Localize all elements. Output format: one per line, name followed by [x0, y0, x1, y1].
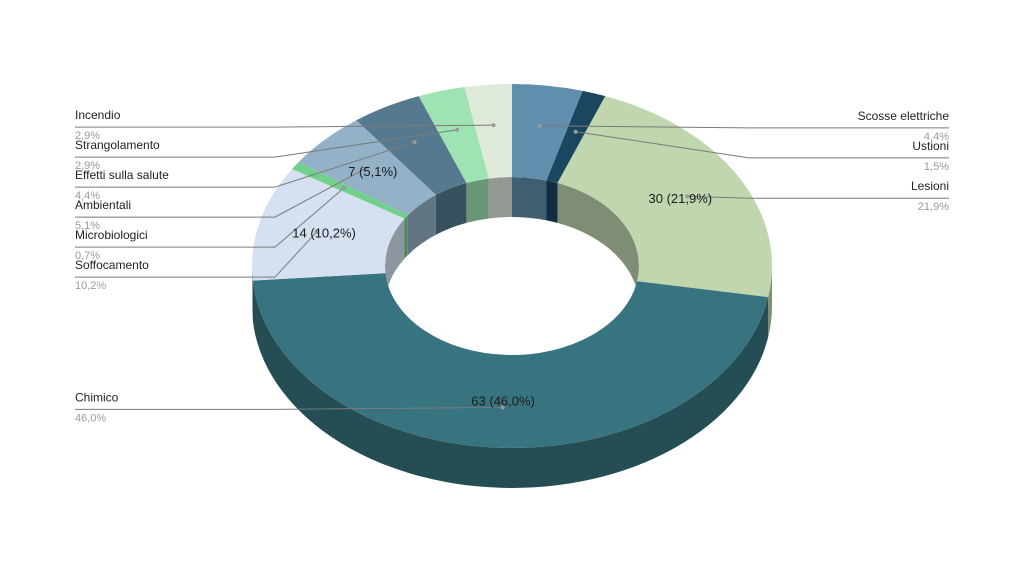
leader-line-incendio	[75, 124, 494, 128]
slice-value-label-chimico: 63 (46,0%)	[471, 393, 535, 408]
legend-label-strangolamento: Strangolamento	[75, 138, 160, 152]
leader-dot-ustioni	[573, 129, 578, 134]
inner-wall-effetti-sulla-salute	[435, 182, 467, 235]
side-wall-chimico	[252, 280, 769, 488]
slice-scosse-elettriche	[512, 84, 583, 181]
side-wall-lesioni	[768, 266, 772, 338]
leader-line-soffocamento	[75, 231, 317, 278]
legend-percent-chimico: 46,0%	[75, 412, 106, 424]
leader-dot-incendio	[491, 123, 496, 128]
slice-value-label-soffocamento: 14 (10,2%)	[292, 226, 356, 241]
side-wall-soffocamento	[252, 266, 253, 321]
legend-label-incendio: Incendio	[75, 108, 121, 122]
leader-dot-microbiologici	[342, 185, 346, 190]
inner-wall-incendio	[488, 177, 512, 219]
slice-value-label-ambientali: 7 (5,1%)	[348, 164, 397, 179]
inner-labels: 30 (21,9%) 63 (46,0%) 14 (10,2%) 7 (5,1%)	[292, 164, 712, 409]
leader-dot-soffocamento	[314, 230, 319, 235]
inner-wall-soffocamento	[385, 218, 405, 306]
inner-wall-ustioni	[546, 180, 558, 223]
leader-dot-ambientali	[365, 165, 370, 170]
slice-effetti-sulla-salute	[356, 96, 467, 195]
legend-label-chimico: Chimico	[75, 390, 119, 404]
leader-line-scosse-elettriche	[539, 125, 949, 129]
slice-ustioni	[546, 90, 606, 183]
slice-microbiologici	[291, 162, 408, 219]
legend-label-ambientali: Ambientali	[75, 198, 131, 212]
legend-percent-effetti-sulla-salute: 4,4%	[75, 190, 100, 202]
leader-dot-effetti-sulla-salute	[412, 140, 417, 145]
legend-percent-lesioni: 21,9%	[918, 201, 949, 213]
inner-wall-scosse-elettriche	[512, 177, 547, 221]
leader-dot-lesioni	[685, 194, 690, 199]
legend-label-ustioni: Ustioni	[912, 139, 949, 153]
leader-line-ambientali	[75, 167, 368, 218]
leader-line-strangolamento	[75, 129, 458, 158]
slice-value-label-lesioni: 30 (21,9%)	[649, 191, 713, 206]
legend-percent-ambientali: 5,1%	[75, 220, 100, 232]
legend-label-soffocamento: Soffocamento	[75, 258, 149, 272]
donut-top-slices	[252, 84, 772, 448]
leader-line-chimico	[75, 406, 503, 410]
legend-label-microbiologici: Microbiologici	[75, 228, 148, 242]
leader-lines	[75, 123, 949, 410]
leader-dot-strangolamento	[455, 127, 460, 132]
slice-incendio	[464, 84, 512, 179]
legend-label-scosse-elettriche: Scosse elettriche	[858, 109, 950, 123]
leader-dot-scosse-elettriche	[537, 123, 542, 128]
leader-line-microbiologici	[75, 187, 345, 248]
inner-wall-ambientali	[407, 194, 436, 256]
legend-percent-microbiologici: 0,7%	[75, 250, 100, 262]
donut-hole	[385, 177, 639, 355]
legend-percent-scosse-elettriche: 4,4%	[924, 131, 949, 143]
slice-strangolamento	[418, 87, 489, 183]
slice-soffocamento	[252, 169, 405, 281]
inner-wall-strangolamento	[466, 178, 489, 223]
legend-percent-soffocamento: 10,2%	[75, 280, 106, 292]
legend-percent-incendio: 2,9%	[75, 130, 100, 142]
inner-wall-microbiologici	[404, 215, 408, 259]
legend-percent-ustioni: 1,5%	[924, 161, 949, 173]
donut-side-walls	[252, 177, 772, 488]
leader-line-lesioni	[687, 195, 949, 199]
inner-wall-lesioni	[557, 182, 639, 306]
leader-line-ustioni	[575, 131, 949, 159]
legend-percent-strangolamento: 2,9%	[75, 160, 100, 172]
legend-label-lesioni: Lesioni	[911, 179, 949, 193]
leader-line-effetti-sulla-salute	[75, 141, 415, 188]
slice-lesioni	[557, 96, 772, 298]
slice-chimico	[252, 273, 769, 448]
legend-label-effetti-sulla-salute: Effetti sulla salute	[75, 168, 169, 182]
leader-dot-chimico	[500, 405, 505, 410]
